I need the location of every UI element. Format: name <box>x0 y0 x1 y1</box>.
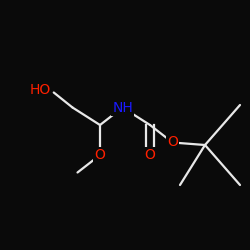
Text: O: O <box>94 148 106 162</box>
Text: HO: HO <box>30 83 50 97</box>
Text: NH: NH <box>112 100 133 114</box>
Text: O: O <box>144 148 156 162</box>
Text: O: O <box>167 136 178 149</box>
